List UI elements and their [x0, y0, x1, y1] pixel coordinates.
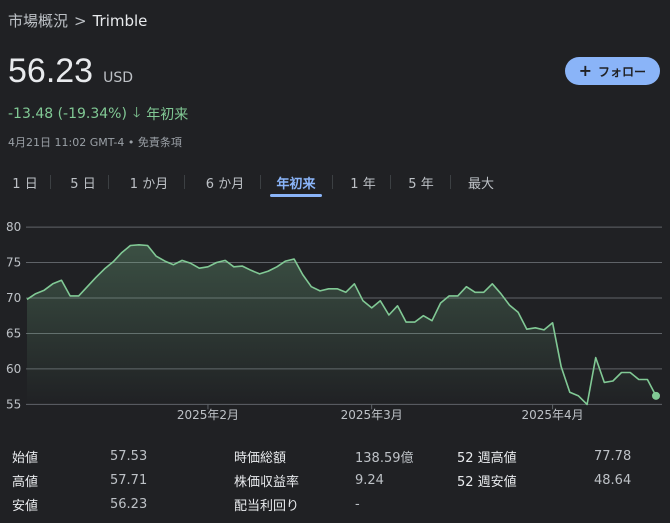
stat-label: 時価総額 [234, 450, 287, 466]
y-tick-label: 80 [6, 220, 21, 234]
tab-divider [390, 175, 391, 189]
stat-label: 52 週安値 [457, 474, 517, 490]
range-tabs: 1 日 5 日 1 か月 6 か月 年初来 1 年 5 年 最大 [0, 165, 670, 199]
stat-label: 高値 [12, 474, 39, 490]
tab-1-year[interactable]: 1 年 [350, 176, 376, 192]
breadcrumb-separator: > [74, 11, 87, 30]
price-row: 56.23 USD [8, 52, 133, 91]
follow-button[interactable]: + フォロー [564, 57, 660, 85]
stat-market-cap: 時価総額 138.59億 [234, 444, 414, 468]
stat-value: 56.23 [110, 496, 148, 512]
breadcrumb-market-overview[interactable]: 市場概況 [8, 12, 69, 30]
price-chart[interactable]: 80 75 70 65 60 55 2025年2月 2025年3月 2025年4月 [0, 220, 670, 435]
stat-value: 57.71 [110, 472, 148, 488]
tab-divider [450, 175, 451, 189]
stat-dividend-yield: 配当利回り - [234, 492, 360, 516]
arrow-down-icon: 🡓 [132, 105, 141, 121]
stat-value: 77.78 [594, 448, 632, 464]
stat-label: 株価収益率 [234, 474, 300, 490]
stat-value: 48.64 [594, 472, 632, 488]
y-tick-label: 75 [6, 256, 21, 270]
tab-5-year[interactable]: 5 年 [408, 176, 434, 192]
stat-pe-ratio: 株価収益率 9.24 [234, 468, 384, 492]
plus-icon: + [578, 61, 592, 80]
change-text: -13.48 (-19.34%) [8, 106, 127, 122]
price-line [26, 243, 657, 406]
tab-6-month[interactable]: 6 か月 [205, 176, 245, 192]
stat-value: 9.24 [355, 472, 384, 488]
stat-label: 52 週高値 [457, 450, 517, 466]
tab-ytd[interactable]: 年初来 [270, 165, 322, 199]
stat-52wk-high: 52 週高値 77.78 [457, 444, 631, 468]
tab-1-month[interactable]: 1 か月 [129, 176, 169, 192]
x-tick-label: 2025年3月 [341, 408, 403, 422]
stat-label: 安値 [12, 498, 39, 514]
stat-low: 安値 56.23 [12, 492, 147, 516]
price-area [27, 244, 656, 405]
y-tick-label: 65 [6, 326, 21, 340]
tab-divider [108, 175, 109, 189]
stat-value: 57.53 [110, 448, 148, 464]
change-period: 年初来 [146, 107, 189, 123]
breadcrumb-current: Trimble [92, 11, 148, 30]
y-tick-label: 55 [6, 397, 21, 411]
stat-high: 高値 57.71 [12, 468, 147, 492]
stat-value: 138.59億 [355, 450, 414, 466]
tab-1-day[interactable]: 1 日 [12, 176, 38, 192]
y-tick-label: 70 [6, 291, 21, 305]
timestamp-disclaimer: 4月21日 11:02 GMT-4 • 免責条項 [8, 136, 182, 149]
tab-divider [260, 175, 261, 189]
tab-5-day[interactable]: 5 日 [70, 176, 96, 192]
y-tick-label: 60 [6, 362, 21, 376]
x-tick-label: 2025年2月 [177, 408, 239, 422]
stat-label: 配当利回り [234, 498, 300, 514]
stat-value: - [355, 496, 360, 512]
tab-divider [184, 175, 185, 189]
follow-button-label: フォロー [597, 64, 646, 79]
stat-open: 始値 57.53 [12, 444, 147, 468]
price-change: -13.48 (-19.34%) 🡓 年初来 [8, 102, 188, 126]
stat-52wk-low: 52 週安値 48.64 [457, 468, 631, 492]
tab-divider [332, 175, 333, 189]
tab-max[interactable]: 最大 [467, 176, 494, 192]
stat-label: 始値 [12, 450, 39, 466]
breadcrumb: 市場概況 > Trimble [8, 10, 147, 31]
current-price-dot [652, 391, 660, 400]
tab-divider [50, 175, 51, 189]
x-tick-label: 2025年4月 [522, 408, 584, 422]
current-price: 56.23 [8, 52, 94, 90]
currency-label: USD [103, 70, 134, 86]
